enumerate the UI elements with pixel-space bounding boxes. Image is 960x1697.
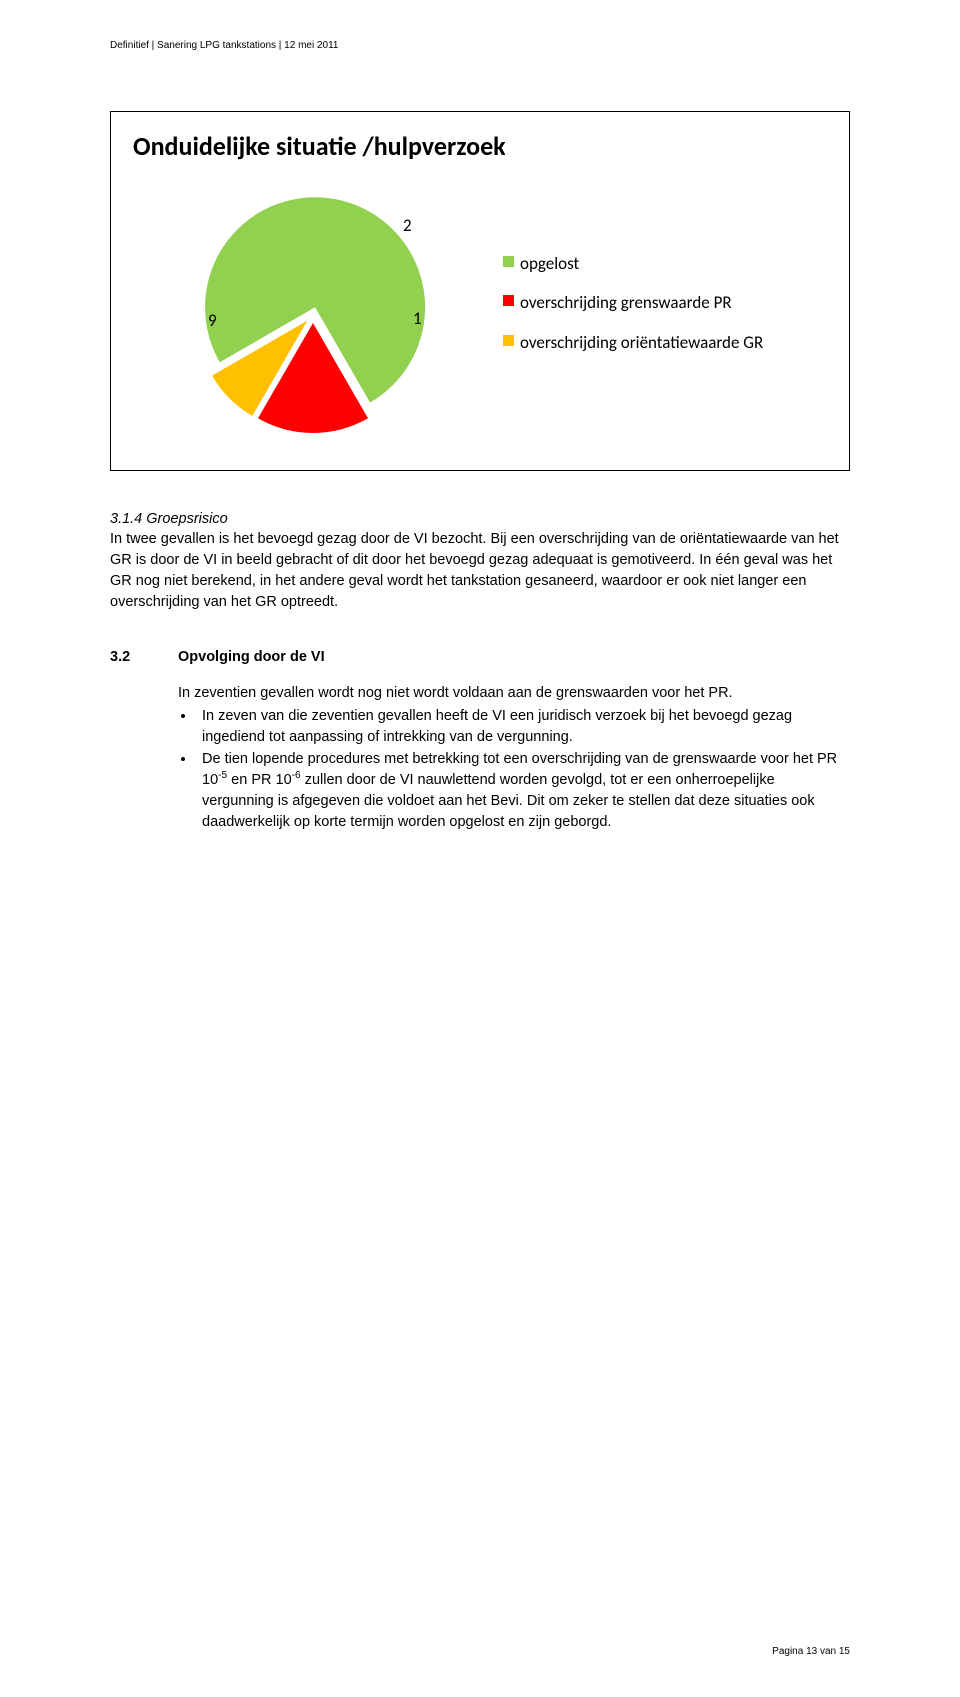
superscript: -5 — [218, 770, 227, 781]
legend-label: overschrijding oriëntatiewaarde GR — [520, 330, 763, 356]
section-3-2-body: In zeventien gevallen wordt nog niet wor… — [178, 683, 850, 833]
legend-item-opgelost: opgelost — [503, 251, 763, 277]
legend-swatch — [503, 295, 514, 306]
bullet-item: De tien lopende procedures met betrekkin… — [196, 749, 850, 833]
legend-item-overschrijding-pr: overschrijding grenswaarde PR — [503, 290, 763, 316]
legend-label: overschrijding grenswaarde PR — [520, 290, 732, 316]
section-3-1-4-heading: 3.1.4 Groepsrisico — [110, 511, 850, 527]
section-3-2-heading: 3.2 Opvolging door de VI — [110, 649, 850, 665]
legend-swatch — [503, 335, 514, 346]
bullet-text: en PR 10 — [227, 772, 292, 788]
section-3-2-intro: In zeventien gevallen wordt nog niet wor… — [178, 683, 850, 704]
pie-data-label-9: 9 — [208, 310, 217, 331]
page-footer: Pagina 13 van 15 — [772, 1646, 850, 1657]
legend-label: opgelost — [520, 251, 579, 277]
pie-data-label-1: 1 — [413, 308, 422, 329]
bullet-item: In zeven van die zeventien gevallen heef… — [196, 706, 850, 748]
legend-item-overschrijding-gr: overschrijding oriëntatiewaarde GR — [503, 330, 763, 356]
legend-swatch — [503, 256, 514, 267]
superscript: -6 — [292, 770, 301, 781]
pie-data-label-2: 2 — [403, 215, 412, 236]
chart-title: Onduidelijke situatie /hulpverzoek — [133, 130, 827, 162]
section-3-1-4-body: In twee gevallen is het bevoegd gezag do… — [110, 529, 850, 613]
page-header: Definitief | Sanering LPG tankstations |… — [110, 40, 850, 51]
section-number: 3.2 — [110, 649, 178, 665]
pie-chart: 9 2 1 — [133, 180, 493, 440]
pie-chart-box: Onduidelijke situatie /hulpverzoek 9 2 1… — [110, 111, 850, 471]
section-title: Opvolging door de VI — [178, 649, 325, 665]
chart-legend: opgelost overschrijding grenswaarde PR o… — [503, 251, 763, 370]
